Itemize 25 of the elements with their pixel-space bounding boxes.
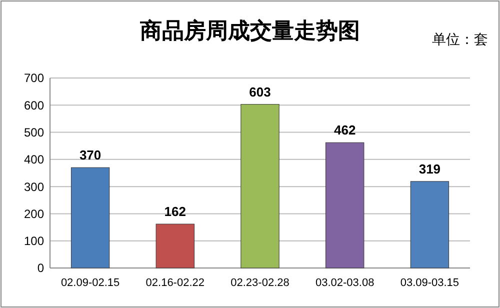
y-tick-label: 600	[24, 98, 44, 112]
bar	[70, 167, 110, 268]
bar	[156, 224, 194, 268]
data-label: 603	[249, 84, 271, 100]
y-tick-label: 200	[24, 206, 44, 221]
y-tick-label: 700	[24, 71, 44, 86]
text: 单位：套	[432, 32, 488, 48]
y-tick-label: 300	[24, 180, 44, 194]
data-label: 162	[164, 204, 186, 220]
bar	[326, 142, 364, 268]
x-tick-label: 02.23-02.28	[230, 277, 290, 289]
y-tick-label: 400	[24, 152, 44, 167]
bar	[410, 181, 450, 268]
bar	[240, 104, 280, 268]
x-tick-label: 02.09-02.15	[60, 277, 120, 289]
x-tick-label: 03.09-03.15	[400, 277, 460, 289]
chart-title: 商品房周成交量走势图	[139, 18, 360, 44]
x-tick-label: 02.16-02.22	[146, 277, 205, 289]
data-label: 462	[334, 122, 356, 138]
data-label: 319	[418, 161, 441, 176]
y-tick-label: 0	[37, 261, 44, 276]
x-tick-label: 03.02-03.08	[315, 277, 374, 289]
y-tick-label: 100	[24, 234, 44, 248]
y-tick-label: 500	[24, 125, 44, 140]
data-label: 370	[79, 148, 102, 163]
